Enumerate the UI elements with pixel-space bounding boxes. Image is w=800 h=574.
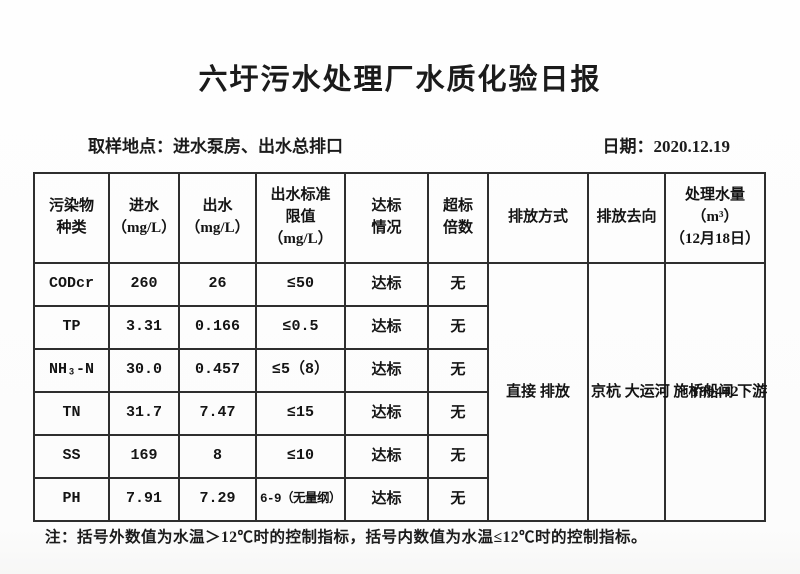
standard-limit-cell: ≤10	[255, 434, 346, 479]
compliance-status-cell: 达标	[344, 348, 429, 393]
standard-limit-cell: ≤0.5	[255, 305, 346, 350]
effluent-value-cell: 8	[178, 434, 257, 479]
header-compliance-status: 达标 情况	[344, 172, 429, 264]
table-row: TP 3.31 0.166 ≤0.5 达标 无	[33, 305, 765, 350]
compliance-status-cell: 达标	[344, 434, 429, 479]
footnote: 注：括号外数值为水温＞12℃时的控制指标，括号内数值为水温≤12℃时的控制指标。	[45, 529, 648, 546]
influent-value-cell: 30.0	[108, 348, 180, 393]
standard-limit-cell: ≤15	[255, 391, 346, 436]
pollutant-name-cell: TP	[33, 305, 110, 350]
exceedance-cell: 无	[427, 262, 489, 307]
page-title: 六圩污水处理厂水质化验日报	[198, 64, 602, 96]
exceedance-cell: 无	[427, 305, 489, 350]
table-row: CODcr 260 26 ≤50 达标 无 直接 排放 京杭 大运河 施桥船闸 …	[33, 262, 767, 522]
meta-row: 取样地点：进水泵房、出水总排口 日期：2020.12.19	[0, 132, 800, 157]
header-influent: 进水 （mg/L）	[108, 172, 180, 264]
influent-value-cell: 260	[108, 262, 180, 307]
pollutant-name-cell: PH	[33, 477, 110, 522]
header-discharge-destination: 排放去向	[587, 172, 666, 264]
table-header-row: 污染物 种类 进水 （mg/L） 出水 （mg/L） 出水标准 限值 （mg/L…	[33, 172, 766, 264]
pollutant-name-cell: CODcr	[33, 262, 110, 307]
exceedance-cell: 无	[427, 477, 489, 522]
influent-value-cell: 7.91	[108, 477, 180, 522]
compliance-status-cell: 达标	[344, 262, 429, 307]
effluent-value-cell: 7.29	[178, 477, 257, 522]
header-effluent: 出水 （mg/L）	[178, 172, 257, 264]
header-discharge-method: 排放方式	[487, 172, 589, 264]
header-treated-water-volume: 处理水量 （m³） （12月18日）	[664, 172, 766, 264]
table-row: SS 169 8 ≤10 达标 无	[33, 434, 765, 479]
treated-water-volume-cell: 189442	[664, 262, 766, 522]
influent-value-cell: 169	[108, 434, 180, 479]
pollutant-name-cell: NH₃-N	[33, 348, 110, 393]
exceedance-cell: 无	[427, 391, 489, 436]
exceedance-cell: 无	[427, 348, 489, 393]
standard-limit-cell: ≤5（8）	[255, 348, 346, 393]
compliance-status-cell: 达标	[344, 477, 429, 522]
sampling-location-label: 取样地点：进水泵房、出水总排口	[88, 137, 343, 156]
table-row: NH₃-N 30.0 0.457 ≤5（8） 达标 无	[33, 348, 765, 393]
discharge-destination-cell: 京杭 大运河 施桥船闸 下游	[587, 262, 767, 522]
header-pollutant-type: 污染物 种类	[33, 172, 110, 264]
effluent-value-cell: 0.457	[178, 348, 257, 393]
discharge-method-cell: 直接 排放	[487, 262, 589, 522]
table-row: PH 7.91 7.29 6-9（无量纲） 达标 无	[33, 477, 765, 522]
header-effluent-standard-limit: 出水标准 限值 （mg/L）	[255, 172, 346, 264]
influent-value-cell: 3.31	[108, 305, 180, 350]
standard-limit-cell: ≤50	[255, 262, 346, 307]
effluent-value-cell: 0.166	[178, 305, 257, 350]
pollutant-name-cell: SS	[33, 434, 110, 479]
report-date-label: 日期：2020.12.19	[602, 137, 731, 156]
header-exceedance-multiple: 超标 倍数	[427, 172, 489, 264]
influent-value-cell: 31.7	[108, 391, 180, 436]
effluent-value-cell: 26	[178, 262, 257, 307]
exceedance-cell: 无	[427, 434, 489, 479]
table-row: TN 31.7 7.47 ≤15 达标 无	[33, 391, 765, 436]
standard-limit-cell: 6-9（无量纲）	[255, 477, 346, 522]
compliance-status-cell: 达标	[344, 305, 429, 350]
compliance-status-cell: 达标	[344, 391, 429, 436]
water-quality-table: 污染物 种类 进水 （mg/L） 出水 （mg/L） 出水标准 限值 （mg/L…	[33, 172, 767, 522]
effluent-value-cell: 7.47	[178, 391, 257, 436]
pollutant-name-cell: TN	[33, 391, 110, 436]
